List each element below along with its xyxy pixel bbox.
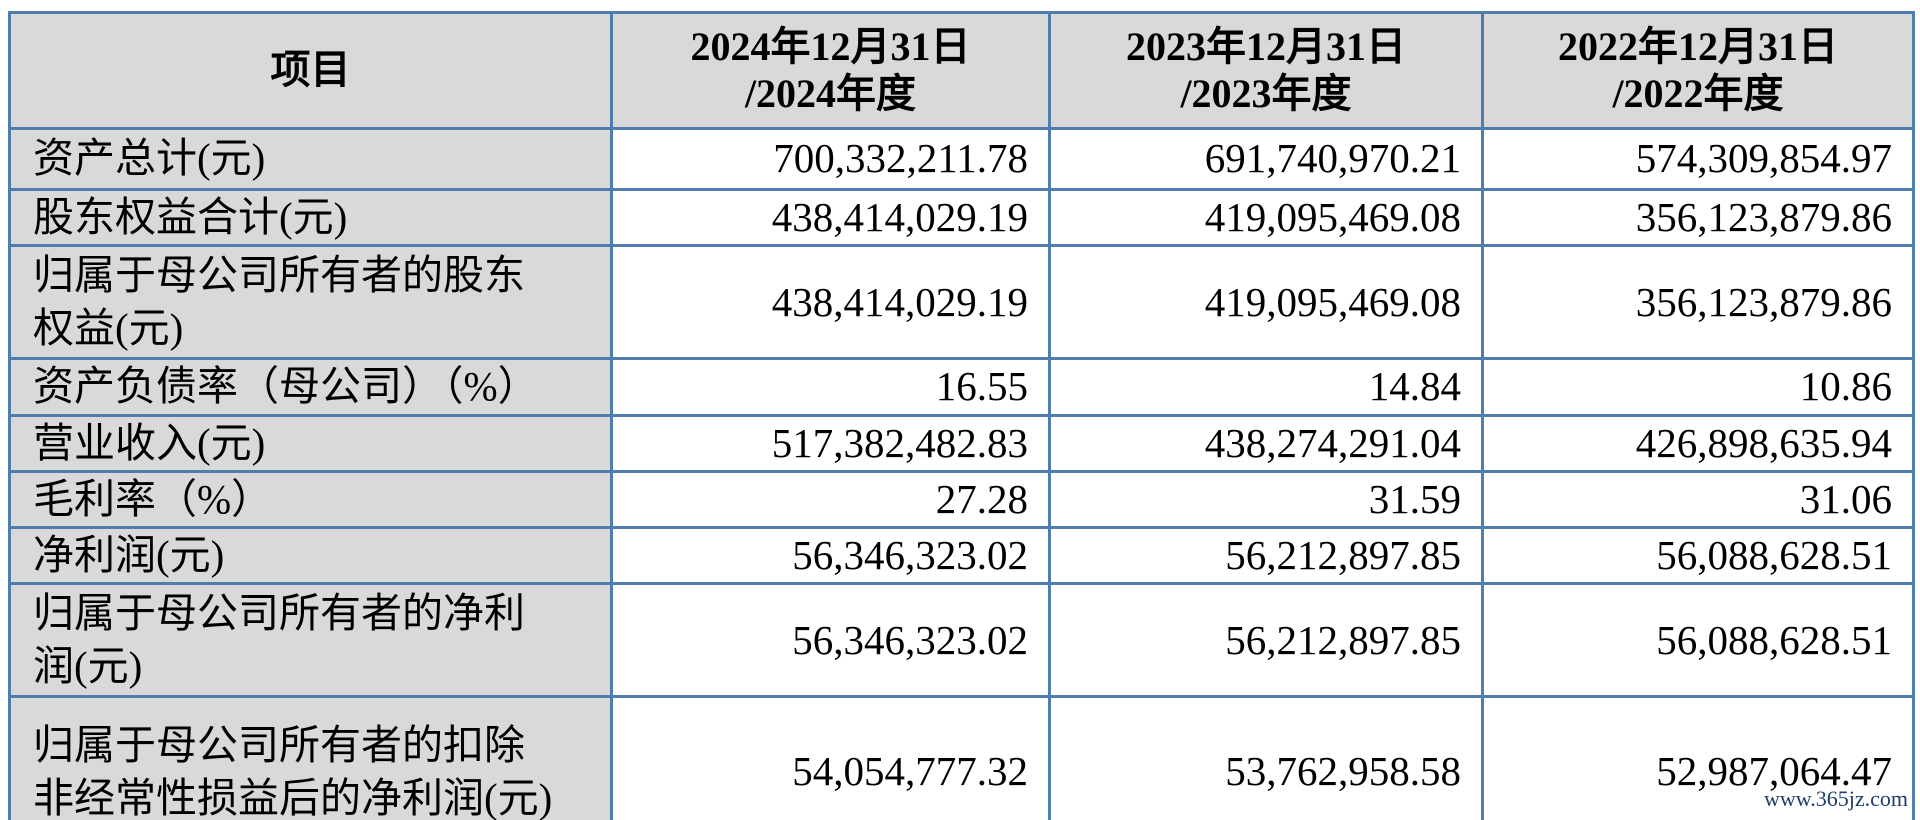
value-cell-2023: 419,095,469.08 <box>1048 187 1484 248</box>
value-cell-2022: 56,088,628.51 <box>1481 582 1915 699</box>
table-header-row: 项目 2024年12月31日 /2024年度 2023年12月31日 /2023… <box>8 11 1915 130</box>
row-label: 归属于母公司所有者的净利 润(元) <box>8 582 613 699</box>
row-label: 归属于母公司所有者的股东 权益(元) <box>8 244 613 361</box>
value-cell-2024: 54,054,777.32 <box>610 695 1051 820</box>
value-cell-2022: 356,123,879.86 <box>1481 187 1915 248</box>
value-cell-2024: 56,346,323.02 <box>610 582 1051 699</box>
value-cell-2024: 700,332,211.78 <box>610 127 1051 191</box>
value-cell-2024: 27.28 <box>610 469 1051 530</box>
value-cell-2023: 438,274,291.04 <box>1048 413 1484 473</box>
row-label: 资产总计(元) <box>8 127 613 191</box>
value-cell-2023: 56,212,897.85 <box>1048 526 1484 586</box>
table-row-revenue: 营业收入(元) 517,382,482.83 438,274,291.04 42… <box>8 413 1915 473</box>
value-cell-2024: 438,414,029.19 <box>610 187 1051 248</box>
value-cell-2023: 53,762,958.58 <box>1048 695 1484 820</box>
value-cell-2023: 691,740,970.21 <box>1048 127 1484 191</box>
value-cell-2024: 517,382,482.83 <box>610 413 1051 473</box>
column-header-item: 项目 <box>8 11 613 130</box>
row-label: 营业收入(元) <box>8 413 613 473</box>
value-cell-2022: 56,088,628.51 <box>1481 526 1915 586</box>
table-row-total-assets: 资产总计(元) 700,332,211.78 691,740,970.21 57… <box>8 127 1915 191</box>
table-row-net-profit-parent: 归属于母公司所有者的净利 润(元) 56,346,323.02 56,212,8… <box>8 582 1915 699</box>
financial-summary-table: 项目 2024年12月31日 /2024年度 2023年12月31日 /2023… <box>8 11 1915 820</box>
column-header-2023: 2023年12月31日 /2023年度 <box>1048 11 1484 130</box>
value-cell-2024: 16.55 <box>610 357 1051 417</box>
value-cell-2022: 31.06 <box>1481 469 1915 530</box>
row-label: 归属于母公司所有者的扣除 非经常性损益后的净利润(元) <box>8 695 613 820</box>
table-row-total-equity: 股东权益合计(元) 438,414,029.19 419,095,469.08 … <box>8 187 1915 248</box>
table-row-net-profit: 净利润(元) 56,346,323.02 56,212,897.85 56,08… <box>8 526 1915 586</box>
value-cell-2022: 356,123,879.86 <box>1481 244 1915 361</box>
value-cell-2022: 426,898,635.94 <box>1481 413 1915 473</box>
value-cell-2023: 14.84 <box>1048 357 1484 417</box>
row-label: 净利润(元) <box>8 526 613 586</box>
value-cell-2023: 419,095,469.08 <box>1048 244 1484 361</box>
value-cell-2023: 56,212,897.85 <box>1048 582 1484 699</box>
watermark-text: www.365jz.com <box>1764 786 1908 811</box>
column-header-2024: 2024年12月31日 /2024年度 <box>610 11 1051 130</box>
row-label: 股东权益合计(元) <box>8 187 613 248</box>
row-label: 毛利率（%） <box>8 469 613 530</box>
value-cell-2022: 52,987,064.47 <box>1481 695 1915 820</box>
value-cell-2022: 574,309,854.97 <box>1481 127 1915 191</box>
value-cell-2024: 56,346,323.02 <box>610 526 1051 586</box>
table-row-gross-margin: 毛利率（%） 27.28 31.59 31.06 <box>8 469 1915 530</box>
table-row-debt-ratio: 资产负债率（母公司）（%） 16.55 14.84 10.86 <box>8 357 1915 417</box>
column-header-2022: 2022年12月31日 /2022年度 <box>1481 11 1915 130</box>
table-row-net-profit-deducted: 归属于母公司所有者的扣除 非经常性损益后的净利润(元) 54,054,777.3… <box>8 695 1915 820</box>
row-label: 资产负债率（母公司）（%） <box>8 357 613 417</box>
value-cell-2024: 438,414,029.19 <box>610 244 1051 361</box>
value-cell-2022: 10.86 <box>1481 357 1915 417</box>
table-row-equity-parent: 归属于母公司所有者的股东 权益(元) 438,414,029.19 419,09… <box>8 244 1915 361</box>
value-cell-2023: 31.59 <box>1048 469 1484 530</box>
